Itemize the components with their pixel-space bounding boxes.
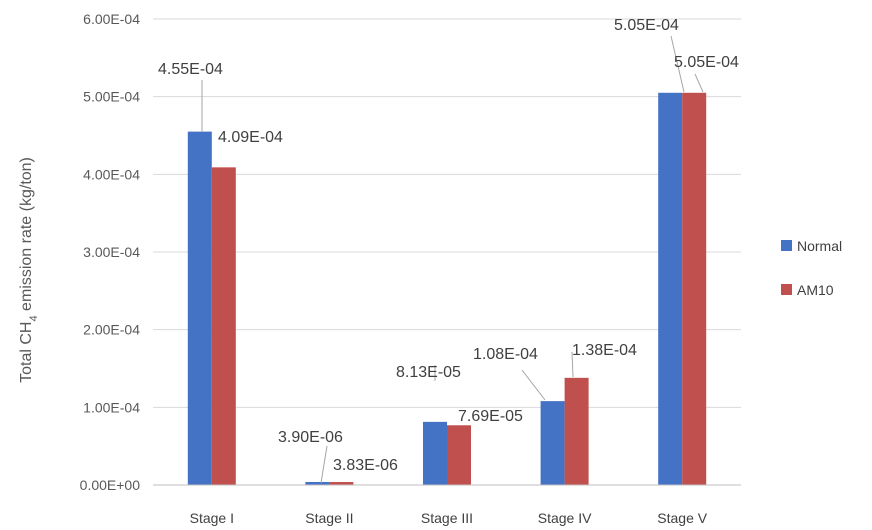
bar-normal	[658, 92, 683, 486]
bar-am10	[211, 167, 236, 486]
data-label-leader-lines	[201, 35, 704, 484]
y-tick-label: 5.00E-04	[83, 89, 140, 105]
legend: Normal AM10	[781, 238, 842, 298]
bar-normal	[305, 481, 330, 485]
y-tick-label: 6.00E-04	[83, 11, 140, 27]
x-category-label: Stage V	[657, 510, 707, 526]
y-tick-label: 1.00E-04	[83, 399, 140, 415]
bar-am10	[682, 92, 707, 486]
legend-swatch-am10	[781, 284, 792, 295]
bar-normal	[187, 131, 212, 485]
legend-swatch-normal	[781, 240, 792, 251]
data-label-normal: 8.13E-05	[396, 364, 461, 381]
bar-normal	[540, 401, 565, 485]
y-tick-label: 3.00E-04	[83, 244, 140, 260]
legend-label-normal: Normal	[797, 238, 842, 254]
leader-line	[320, 445, 328, 484]
bar-am10	[329, 482, 354, 485]
bars	[187, 92, 707, 486]
data-label-am10: 1.38E-04	[572, 342, 637, 359]
legend-label-am10: AM10	[797, 282, 834, 298]
data-label-am10: 4.09E-04	[218, 129, 283, 146]
leader-line	[670, 35, 685, 93]
x-axis-categories: Stage I Stage II Stage III Stage IV Stage V	[190, 510, 708, 526]
y-tick-label: 4.00E-04	[83, 166, 140, 182]
x-category-label: Stage I	[190, 510, 234, 526]
y-tick-label: 2.00E-04	[83, 322, 140, 338]
data-label-am10: 3.83E-06	[333, 457, 398, 474]
data-labels: 4.55E-04 3.90E-06 8.13E-05 1.08E-04 5.05E-04…	[158, 17, 739, 474]
bar-am10	[564, 377, 589, 485]
data-label-am10: 7.69E-05	[458, 408, 523, 425]
y-axis-ticks: 0.00E+00 1.00E-04 2.00E-04 3.00E-04 4.00E-04…	[80, 11, 141, 493]
x-category-label: Stage II	[305, 510, 353, 526]
data-label-normal: 3.90E-06	[278, 429, 343, 446]
leader-line	[694, 73, 704, 93]
y-tick-label: 0.00E+00	[80, 477, 141, 493]
data-label-normal: 5.05E-04	[614, 17, 679, 34]
y-axis-label: Total CH4 emission rate (kg/ton)	[18, 157, 40, 383]
bar-am10	[447, 425, 471, 485]
x-category-label: Stage IV	[538, 510, 592, 526]
data-label-normal: 1.08E-04	[473, 346, 538, 363]
data-label-normal: 4.55E-04	[158, 61, 223, 78]
bar-normal	[423, 421, 447, 485]
leader-line	[571, 351, 574, 378]
gridlines	[153, 18, 741, 408]
leader-line	[521, 369, 546, 401]
data-label-am10: 5.05E-04	[674, 54, 739, 71]
x-category-label: Stage III	[421, 510, 473, 526]
